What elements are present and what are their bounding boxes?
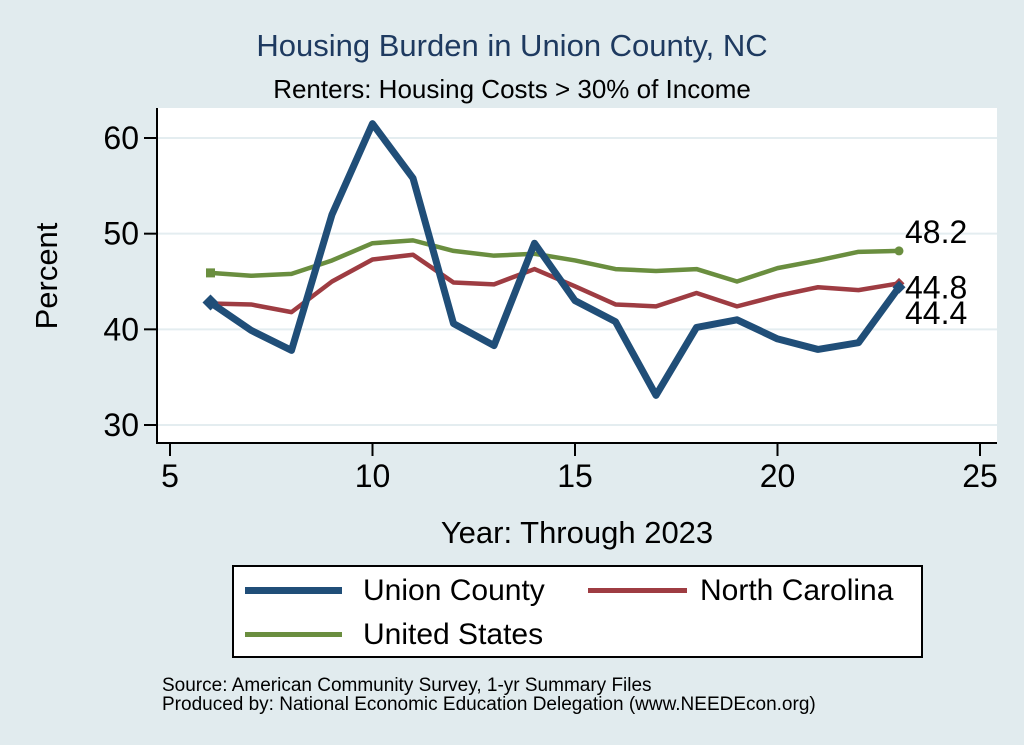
series-line-united-states (208, 238, 902, 284)
x-tick-label: 20 (760, 458, 796, 494)
end-value-label-north-carolina: 44.8 (905, 269, 967, 305)
legend-label-north-carolina: North Carolina (700, 574, 894, 607)
produced-by-note: Produced by: National Economic Education… (162, 694, 816, 715)
end-value-label-united-states: 48.2 (905, 214, 967, 250)
series-marker-union-county-start (202, 294, 219, 311)
legend-swatch-united-states (245, 632, 342, 637)
x-tick-label: 25 (962, 458, 998, 494)
x-tick-label: 10 (355, 458, 391, 494)
x-tick-label: 5 (161, 458, 179, 494)
legend-label-united-states: United States (363, 618, 544, 651)
chart-legend: Union County North Carolina United State… (232, 565, 923, 658)
plot-area (157, 108, 997, 443)
axes (156, 108, 997, 444)
x-axis-title: Year: Through 2023 (440, 515, 714, 550)
x-tick-label: 15 (557, 458, 593, 494)
y-tick-label: 60 (103, 120, 139, 156)
series-marker-united-states-start (206, 268, 215, 278)
y-tick-label: 30 (103, 407, 139, 443)
source-note: Source: American Community Survey, 1-yr … (162, 675, 652, 696)
series-marker-united-states-end (894, 246, 904, 256)
chart-title: Housing Burden in Union County, NC (256, 28, 768, 63)
chart-subtitle: Renters: Housing Costs > 30% of Income (273, 74, 751, 104)
source-notes: Source: American Community Survey, 1-yr … (162, 676, 816, 714)
series-line-union-county (207, 120, 903, 399)
legend-swatch-union-county (245, 587, 342, 594)
legend-label-union-county: Union County (363, 574, 545, 607)
y-tick-label: 50 (103, 216, 139, 252)
end-value-label-union-county: 44.4 (905, 295, 967, 331)
series-marker-union-county-end (892, 280, 906, 294)
legend-swatch-north-carolina (588, 588, 687, 593)
y-tick-label: 40 (103, 311, 139, 347)
